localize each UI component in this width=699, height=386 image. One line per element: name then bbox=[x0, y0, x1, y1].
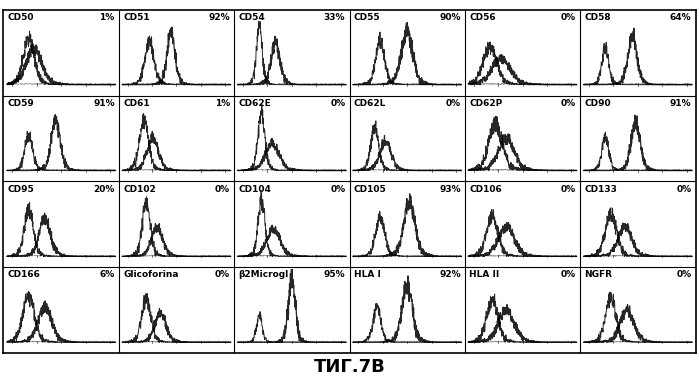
Text: CD105: CD105 bbox=[354, 185, 387, 193]
Text: 6%: 6% bbox=[99, 270, 115, 279]
Text: 90%: 90% bbox=[439, 13, 461, 22]
Text: CD59: CD59 bbox=[8, 99, 34, 108]
Text: 0%: 0% bbox=[215, 185, 230, 193]
Text: 0%: 0% bbox=[561, 270, 576, 279]
Text: 0%: 0% bbox=[561, 13, 576, 22]
Text: 0%: 0% bbox=[676, 270, 691, 279]
Text: 64%: 64% bbox=[670, 13, 691, 22]
Text: 1%: 1% bbox=[99, 13, 115, 22]
Text: 91%: 91% bbox=[93, 99, 115, 108]
Text: CD50: CD50 bbox=[8, 13, 34, 22]
Text: Glicoforina: Glicoforina bbox=[123, 270, 178, 279]
Text: 0%: 0% bbox=[330, 185, 345, 193]
Text: CD62L: CD62L bbox=[354, 99, 386, 108]
Text: 0%: 0% bbox=[330, 99, 345, 108]
Text: ΤИГ.7В: ΤИГ.7В bbox=[314, 358, 385, 376]
Text: 92%: 92% bbox=[439, 270, 461, 279]
Text: CD102: CD102 bbox=[123, 185, 156, 193]
Text: 0%: 0% bbox=[215, 270, 230, 279]
Text: HLA I: HLA I bbox=[354, 270, 380, 279]
Text: 93%: 93% bbox=[439, 185, 461, 193]
Text: CD106: CD106 bbox=[469, 185, 502, 193]
Text: CD62P: CD62P bbox=[469, 99, 503, 108]
Text: CD55: CD55 bbox=[354, 13, 380, 22]
Text: CD166: CD166 bbox=[8, 270, 41, 279]
Text: 20%: 20% bbox=[93, 185, 115, 193]
Text: β2Microgl: β2Microgl bbox=[238, 270, 289, 279]
Text: CD133: CD133 bbox=[584, 185, 617, 193]
Text: CD104: CD104 bbox=[238, 185, 271, 193]
Text: 0%: 0% bbox=[445, 99, 461, 108]
Text: 0%: 0% bbox=[676, 185, 691, 193]
Text: NGFR: NGFR bbox=[584, 270, 612, 279]
Text: CD61: CD61 bbox=[123, 99, 150, 108]
Text: HLA II: HLA II bbox=[469, 270, 499, 279]
Text: CD58: CD58 bbox=[584, 13, 611, 22]
Text: 1%: 1% bbox=[215, 99, 230, 108]
Text: 91%: 91% bbox=[670, 99, 691, 108]
Text: CD51: CD51 bbox=[123, 13, 150, 22]
Text: CD95: CD95 bbox=[8, 185, 34, 193]
Text: 33%: 33% bbox=[324, 13, 345, 22]
Text: CD90: CD90 bbox=[584, 99, 611, 108]
Text: CD56: CD56 bbox=[469, 13, 496, 22]
Text: CD54: CD54 bbox=[238, 13, 265, 22]
Text: 0%: 0% bbox=[561, 99, 576, 108]
Text: CD62E: CD62E bbox=[238, 99, 271, 108]
Text: 92%: 92% bbox=[208, 13, 230, 22]
Text: 0%: 0% bbox=[561, 185, 576, 193]
Text: 95%: 95% bbox=[324, 270, 345, 279]
